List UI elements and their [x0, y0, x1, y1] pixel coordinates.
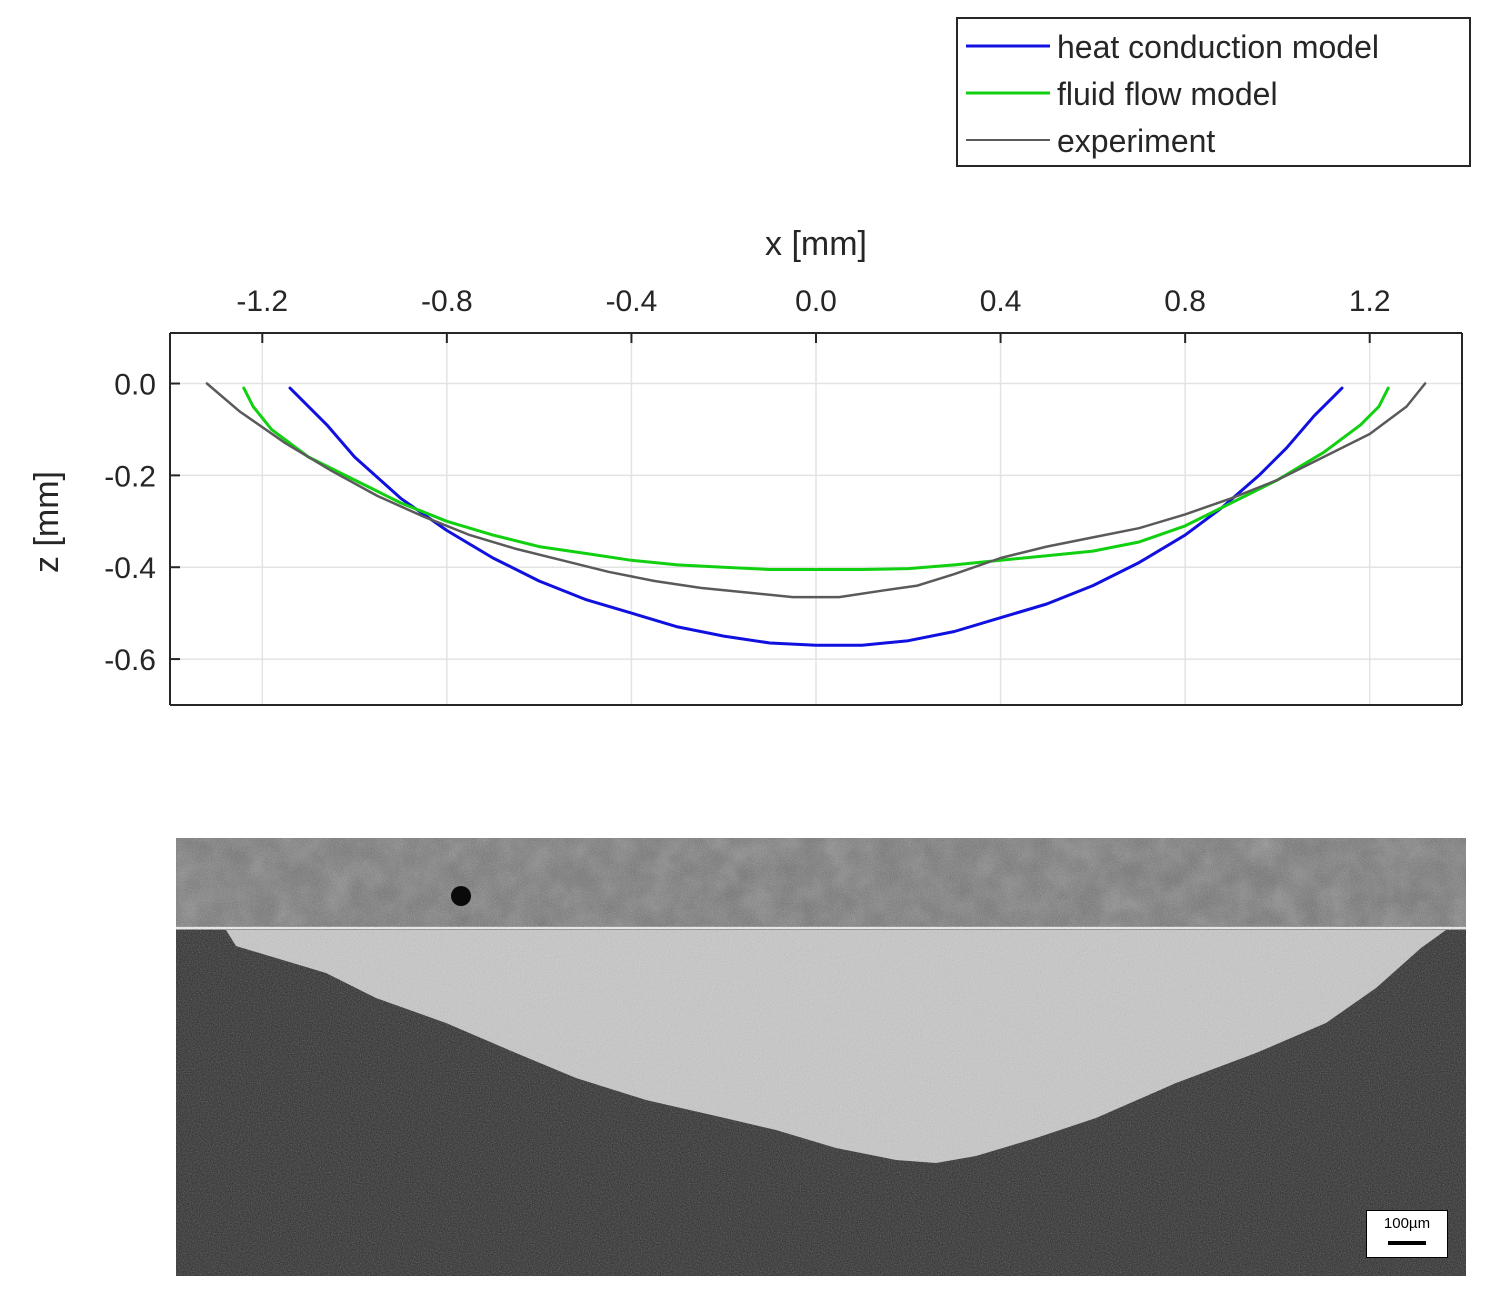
scale-bar-box: 100µm [1366, 1210, 1448, 1258]
legend: heat conduction model fluid flow model e… [956, 17, 1471, 167]
x-tick-label: 0.4 [980, 285, 1022, 318]
x-tick-label: -1.2 [236, 285, 288, 318]
chart: heat conduction model fluid flow model e… [28, 17, 1471, 706]
legend-label-experiment: experiment [1057, 123, 1215, 159]
ticks: -1.2 -0.8 -0.4 0.0 0.4 0.8 1.2 0.0 -0.2 -0.4 -0.6 [104, 285, 1390, 677]
weld-cross-section-micrograph: 100µm [176, 838, 1466, 1276]
x-tick-label: -0.8 [421, 285, 473, 318]
micrograph-image [176, 838, 1466, 1276]
legend-label-heat-conduction-model: heat conduction model [1057, 29, 1379, 65]
series-line-fluid-flow-model [242, 386, 1390, 571]
y-tick-label: -0.2 [104, 460, 156, 493]
x-tick-label: 0.0 [795, 285, 837, 318]
y-tick-label: -0.6 [104, 644, 156, 677]
y-tick-label: -0.4 [104, 552, 156, 585]
scale-bar [1388, 1241, 1426, 1245]
y-tick-label: 0.0 [114, 369, 156, 402]
x-axis-label: x [mm] [765, 225, 867, 263]
series-line-experiment [205, 382, 1427, 599]
y-axis-label: z [mm] [28, 471, 66, 573]
grid [170, 333, 1462, 705]
pore [451, 886, 471, 906]
x-tick-label: 0.8 [1164, 285, 1206, 318]
x-tick-label: -0.4 [606, 285, 658, 318]
scale-bar-label: 100µm [1383, 1215, 1431, 1232]
x-tick-label: 1.2 [1349, 285, 1391, 318]
legend-label-fluid-flow-model: fluid flow model [1057, 76, 1278, 112]
series-line-heat-conduction-model [288, 386, 1344, 647]
series [205, 382, 1427, 647]
